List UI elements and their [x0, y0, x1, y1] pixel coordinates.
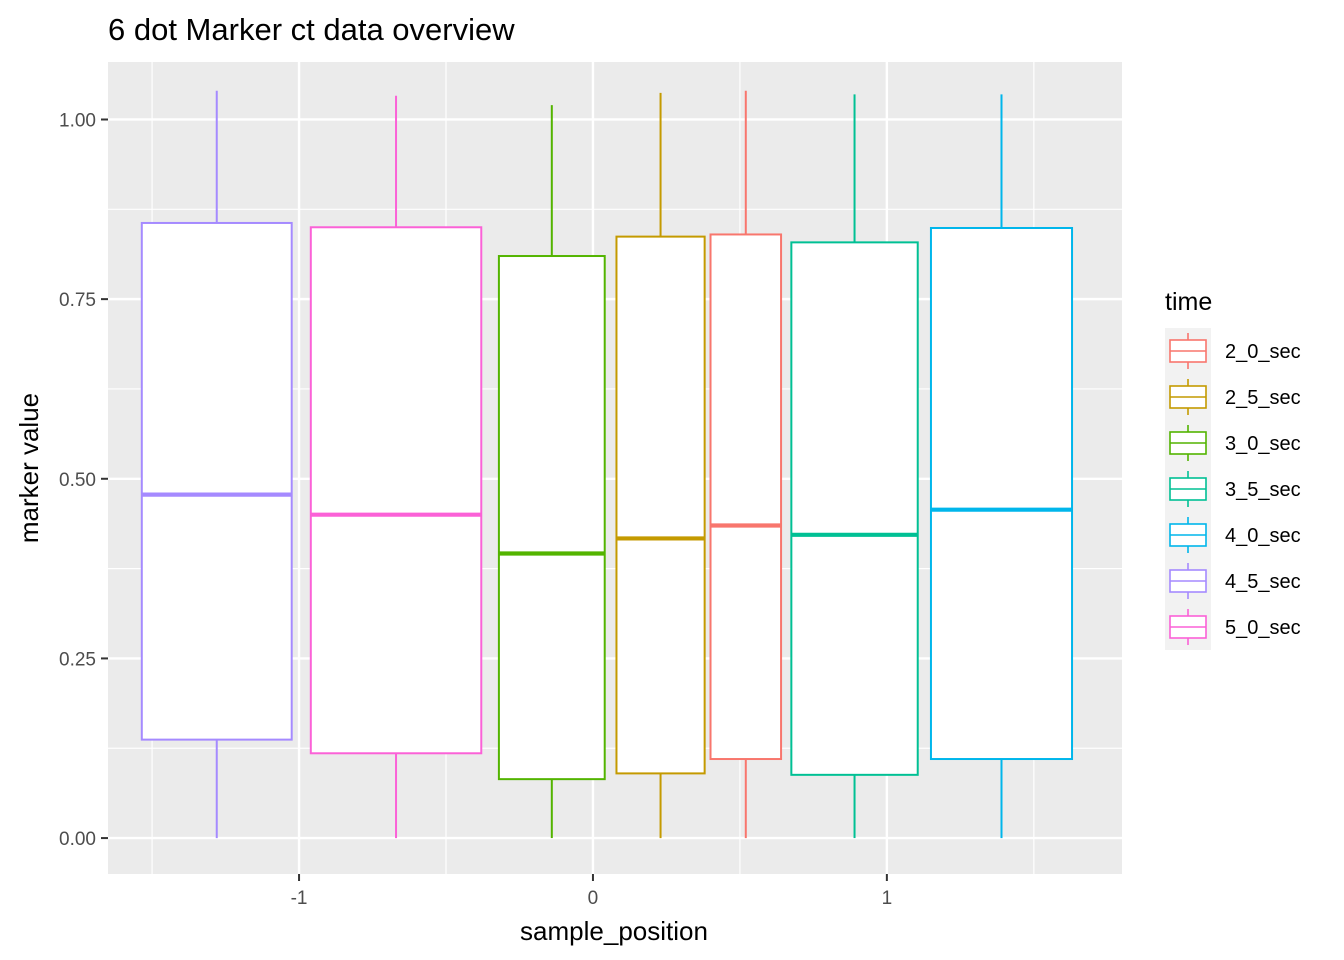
legend-entry-4_5_sec: 4_5_sec [1169, 563, 1301, 599]
box-body [929, 226, 1074, 761]
box-3_5_sec [790, 94, 919, 839]
box-body [497, 255, 606, 781]
y-tick-label: 0.75 [59, 290, 96, 311]
legend-entry-4_0_sec: 4_0_sec [1169, 517, 1301, 553]
y-tick-label: 0.50 [59, 470, 96, 491]
x-tick-label: 1 [882, 888, 893, 909]
box-body [140, 221, 293, 741]
legend-entry-2_0_sec: 2_0_sec [1169, 333, 1301, 369]
legend-label: 5_0_sec [1225, 617, 1301, 639]
x-tick-label: 0 [588, 888, 599, 909]
y-tick-label: 0.25 [59, 649, 96, 670]
legend-label: 2_5_sec [1225, 387, 1301, 409]
legend-entry-3_5_sec: 3_5_sec [1169, 471, 1301, 507]
y-tick-label: 0.00 [59, 829, 96, 850]
y-tick-label: 1.00 [59, 110, 96, 131]
legend-entry-3_0_sec: 3_0_sec [1169, 425, 1301, 461]
legend-label: 3_5_sec [1225, 479, 1301, 501]
legend-label: 3_0_sec [1225, 433, 1301, 455]
box-5_0_sec [309, 95, 483, 839]
legend-label: 4_5_sec [1225, 571, 1301, 593]
box-2_0_sec [709, 90, 783, 839]
legend-label: 4_0_sec [1225, 525, 1301, 547]
y-axis-title: marker value [14, 393, 44, 543]
box-3_0_sec [497, 105, 606, 839]
legend-label: 2_0_sec [1225, 341, 1301, 363]
x-axis: -1 0 1 [291, 874, 893, 909]
box-body [790, 241, 919, 776]
legend-title: time [1165, 288, 1212, 316]
box-body [615, 235, 706, 775]
legend-entry-2_5_sec: 2_5_sec [1169, 379, 1301, 415]
chart-title: 6 dot Marker ct data overview [108, 12, 515, 47]
box-body [309, 226, 483, 755]
x-axis-title: sample_position [520, 916, 708, 946]
box-body [709, 233, 783, 761]
box-4_0_sec [929, 94, 1074, 839]
x-tick-label: -1 [291, 888, 308, 909]
legend: time 2_0_sec 2_5_sec 3_0_sec 3_5_sec 4_0_sec… [1165, 288, 1301, 650]
box-2_5_sec [615, 92, 706, 839]
box-4_5_sec [140, 90, 293, 839]
boxes [140, 90, 1074, 839]
y-axis: 0.00 0.25 0.50 0.75 1.00 [59, 110, 108, 850]
legend-entry-5_0_sec: 5_0_sec [1169, 609, 1301, 645]
